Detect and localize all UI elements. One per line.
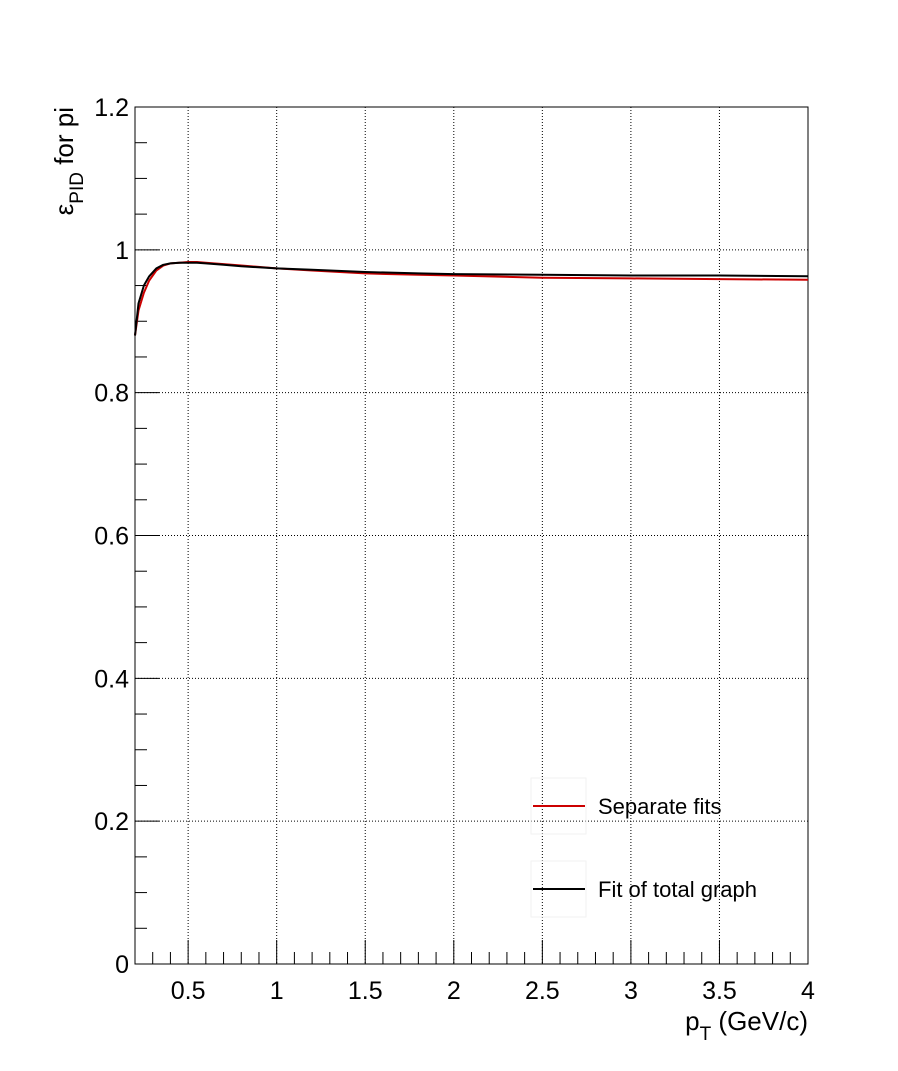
legend-swatch-box (530, 777, 587, 835)
grid-lines (135, 107, 808, 964)
legend: Separate fits Fit of total graph (530, 777, 757, 918)
y-tick-label: 0.2 (94, 808, 129, 836)
y-tick-labels: 0 0.2 0.4 0.6 0.8 1 1.2 (94, 94, 129, 979)
x-tick-label: 2.5 (525, 977, 560, 1005)
x-tick-label: 1 (270, 977, 284, 1005)
legend-label: Fit of total graph (598, 877, 757, 902)
y-axis-title: εPID for pi (49, 107, 88, 215)
x-tick-label: 3 (624, 977, 638, 1005)
x-tick-label: 4 (801, 977, 815, 1005)
y-tick-label: 0.6 (94, 523, 129, 551)
x-tick-label: 0.5 (171, 977, 206, 1005)
x-axis-title: pT (GeV/c) (685, 1006, 808, 1045)
y-tick-label: 0 (115, 951, 129, 979)
y-tick-label: 0.8 (94, 380, 129, 408)
series-line-1 (134, 261, 809, 336)
x-tick-label: 3.5 (702, 977, 737, 1005)
legend-label: Separate fits (598, 794, 722, 819)
x-tick-labels: 0.5 1 1.5 2 2.5 3 3.5 4 (171, 977, 815, 1005)
y-tick-label: 1.2 (94, 94, 129, 122)
x-tick-label: 2 (447, 977, 461, 1005)
series-line-2 (134, 261, 809, 336)
y-tick-label: 1 (115, 237, 129, 265)
legend-swatch-box (530, 860, 587, 918)
series-lines (134, 261, 809, 336)
x-tick-label: 1.5 (348, 977, 383, 1005)
y-tick-label: 0.4 (94, 665, 129, 693)
axis-ticks (134, 106, 809, 965)
